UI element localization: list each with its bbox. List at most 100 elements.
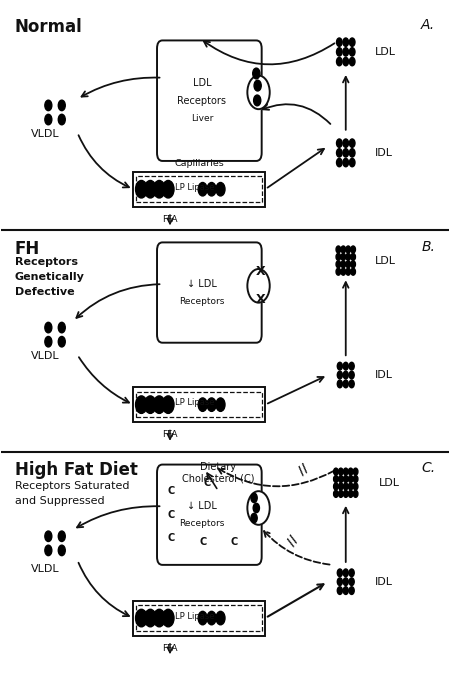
Circle shape [343, 38, 349, 47]
Text: ↓ LDL: ↓ LDL [187, 279, 217, 289]
Circle shape [349, 569, 354, 577]
Circle shape [45, 100, 52, 111]
Circle shape [343, 48, 349, 56]
Circle shape [343, 483, 348, 490]
Circle shape [348, 468, 353, 475]
Text: C: C [168, 486, 175, 496]
Text: C: C [199, 537, 206, 547]
Circle shape [254, 95, 261, 106]
Circle shape [144, 180, 156, 198]
Circle shape [207, 611, 216, 625]
Circle shape [248, 269, 270, 303]
Circle shape [349, 371, 354, 379]
Text: LP Lipase: LP Lipase [175, 612, 214, 621]
Text: X: X [256, 265, 265, 278]
Circle shape [351, 246, 356, 253]
Bar [136, 392, 262, 418]
Circle shape [198, 611, 207, 625]
Circle shape [153, 396, 165, 414]
Circle shape [351, 254, 356, 260]
Circle shape [346, 268, 351, 275]
Circle shape [343, 371, 348, 379]
Circle shape [349, 380, 354, 388]
Circle shape [337, 57, 342, 66]
Circle shape [338, 475, 343, 483]
Circle shape [338, 362, 342, 370]
Circle shape [341, 254, 346, 260]
Circle shape [58, 100, 65, 111]
Text: FFA: FFA [162, 644, 178, 652]
Circle shape [346, 261, 351, 268]
Circle shape [45, 545, 52, 556]
Circle shape [248, 76, 270, 109]
Circle shape [351, 261, 356, 268]
Circle shape [336, 246, 341, 253]
Circle shape [348, 475, 353, 483]
Circle shape [353, 468, 358, 475]
Circle shape [338, 371, 342, 379]
Circle shape [349, 362, 354, 370]
Circle shape [351, 268, 356, 275]
Text: C.: C. [421, 460, 435, 475]
Circle shape [337, 139, 342, 147]
Circle shape [346, 246, 351, 253]
Text: C: C [168, 510, 175, 520]
Circle shape [144, 609, 156, 627]
Text: //: // [284, 533, 300, 548]
Circle shape [343, 139, 349, 147]
FancyBboxPatch shape [157, 464, 261, 565]
Circle shape [338, 587, 342, 594]
Text: Receptors: Receptors [15, 257, 78, 267]
Circle shape [341, 261, 346, 268]
Text: LP Lipase: LP Lipase [175, 398, 214, 408]
Circle shape [198, 183, 207, 196]
Text: X: X [256, 293, 265, 306]
Text: LP Lipase: LP Lipase [175, 183, 214, 192]
Circle shape [216, 398, 225, 412]
FancyBboxPatch shape [157, 41, 261, 161]
Circle shape [349, 578, 354, 585]
Circle shape [45, 114, 52, 125]
Circle shape [58, 545, 65, 556]
Circle shape [353, 475, 358, 483]
Text: FH: FH [15, 241, 40, 258]
Text: C: C [203, 478, 211, 488]
Bar [133, 172, 265, 207]
Circle shape [343, 578, 348, 585]
Circle shape [338, 578, 342, 585]
Text: IDL: IDL [375, 577, 393, 587]
Circle shape [343, 149, 349, 157]
Circle shape [153, 609, 165, 627]
Circle shape [45, 337, 52, 347]
Text: Receptors: Receptors [177, 96, 226, 105]
Text: High Fat Diet: High Fat Diet [15, 460, 138, 479]
Circle shape [135, 609, 147, 627]
Circle shape [338, 380, 342, 388]
Circle shape [144, 396, 156, 414]
Circle shape [254, 80, 261, 91]
Circle shape [333, 468, 338, 475]
Text: Normal: Normal [15, 18, 82, 37]
Text: LDL: LDL [375, 47, 396, 57]
Circle shape [58, 531, 65, 541]
Text: Liver: Liver [191, 114, 213, 122]
Circle shape [162, 609, 174, 627]
Circle shape [343, 158, 349, 167]
Circle shape [343, 57, 349, 66]
Text: //: // [296, 461, 311, 477]
Circle shape [348, 490, 353, 498]
Circle shape [337, 158, 342, 167]
Circle shape [58, 337, 65, 347]
Circle shape [353, 490, 358, 498]
Circle shape [216, 611, 225, 625]
Text: LDL: LDL [375, 256, 396, 266]
Circle shape [337, 149, 342, 157]
Text: LDL: LDL [379, 478, 400, 488]
Circle shape [343, 569, 348, 577]
Circle shape [253, 503, 260, 512]
Circle shape [338, 490, 343, 498]
Text: A.: A. [421, 18, 435, 32]
Circle shape [333, 475, 338, 483]
Circle shape [353, 483, 358, 490]
Text: Defective: Defective [15, 287, 74, 297]
